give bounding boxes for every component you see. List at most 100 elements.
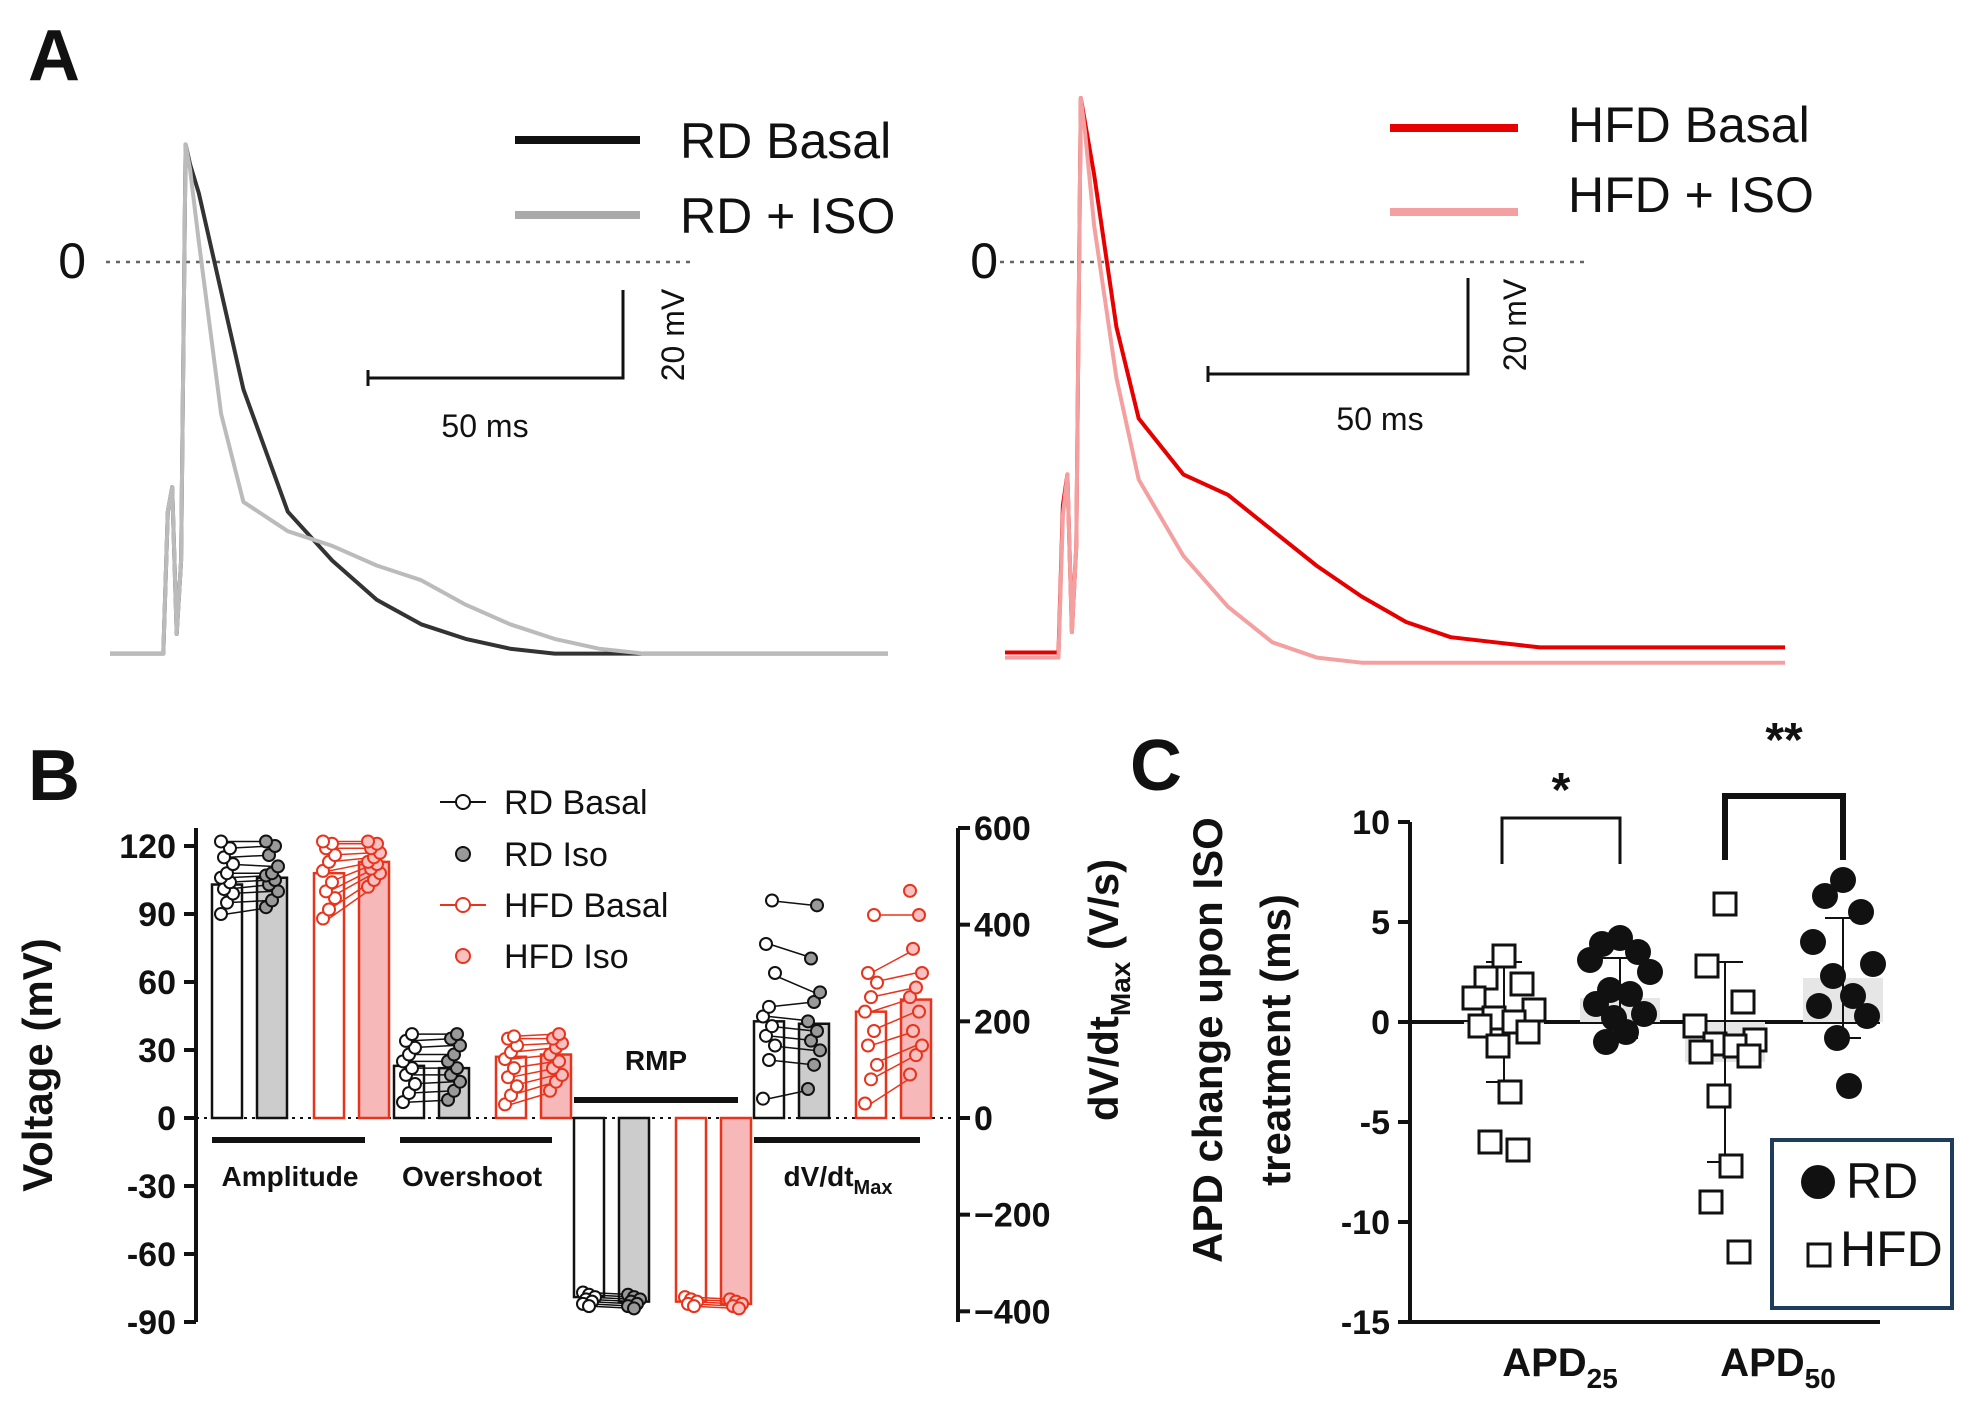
b-y-tick-label: 120 [119,828,176,866]
c-x-cat-apd50-sub: 50 [1805,1363,1836,1394]
c-point-hfd [1706,1083,1732,1109]
panel-a-right: 0 HFD Basal HFD + ISO 50 ms 20 mV [970,96,1814,665]
b-legend-label-rd-iso: RD Iso [504,836,608,874]
c-point-hfd [1730,989,1756,1015]
legend-label-hfd-basal: HFD Basal [1568,97,1810,153]
b-y2-label-sub: Max [1105,961,1136,1016]
c-point-rd [1836,1073,1862,1099]
c-y-axis-label-line2: treatment (ms) [1252,894,1299,1186]
b-point-overshoot-hfd_basal [507,1029,521,1044]
b-y2-tick-label: −200 [974,1197,1051,1235]
b-point-overshoot-rd_basal [408,1077,422,1091]
b-point-overshoot-rd_basal [405,1061,419,1076]
b-point-rmp-hfd_basal [687,1299,701,1314]
c-point-hfd [1485,1033,1511,1059]
b-point-amplitude-rd_basal [223,841,237,856]
b-point-dvdt-hfd_iso [903,883,917,898]
b-point-overshoot-hfd_iso [552,1054,566,1069]
b-point-dvdt-hfd_basal [861,1038,875,1053]
b-point-overshoot-rd_iso [450,1027,464,1042]
b-point-amplitude-hfd_basal [328,891,342,906]
c-point-rd [1583,991,1609,1017]
c-point-rd [1806,993,1832,1019]
c-x-category-apd50: APD50 [1720,1341,1836,1394]
b-point-amplitude-rd_iso [271,859,285,874]
trace-rd-basal [110,142,888,656]
b-point-overshoot-hfd_basal [507,1061,521,1076]
c-x-cat-apd25-main: APD [1502,1341,1586,1385]
b-point-rmp-rd_basal [582,1299,596,1314]
c-x-category-apd25: APD25 [1502,1341,1618,1394]
b-point-dvdt-hfd_iso [906,1024,920,1038]
c-point-hfd [1497,1079,1523,1105]
b-y2-tick-label: −400 [974,1293,1051,1331]
c-legend-marker-hfd [1806,1242,1832,1268]
c-point-hfd [1509,971,1535,997]
b-point-dvdt-rd_basal [768,966,782,980]
b-y-tick-label: 0 [157,1100,176,1138]
b-legend-label-hfd-basal: HFD Basal [504,887,668,925]
c-y-tick-label: -15 [1341,1304,1390,1342]
zero-label-left: 0 [58,233,86,289]
c-y-tick-label: -5 [1360,1104,1390,1142]
legend-label-rd-iso: RD + ISO [680,188,895,244]
b-point-overshoot-hfd_iso [552,1027,566,1042]
b-pair-line-dvdt [768,1059,815,1066]
b-y2-tick-label: 600 [974,810,1031,848]
c-point-hfd [1726,1239,1752,1265]
b-point-rmp-hfd_iso [732,1301,746,1316]
c-legend-label-rd: RD [1846,1153,1918,1209]
b-point-dvdt-rd_basal [756,1009,770,1024]
b-y2-tick-label: 200 [974,1003,1031,1041]
b-legend-label-rd-basal: RD Basal [504,784,648,822]
legend-label-rd-basal: RD Basal [680,113,891,169]
b-pair-line-dvdt [768,1001,815,1008]
b-point-dvdt-rd_basal [768,1038,782,1053]
b-point-dvdt-hfd_basal [861,966,875,980]
b-point-overshoot-rd_iso [450,1061,464,1076]
b-point-dvdt-hfd_iso [912,908,926,922]
c-point-hfd [1688,1039,1714,1065]
panel-a-left: 0 RD Basal RD + ISO 50 ms 20 mV [58,113,895,656]
c-y-tick-label: -10 [1341,1204,1390,1242]
b-point-dvdt-rd_basal [762,1053,776,1067]
b-point-dvdt-hfd_iso [903,990,917,1005]
c-point-rd [1577,947,1603,973]
traces-right [1005,96,1785,665]
legend-label-hfd-iso: HFD + ISO [1568,167,1814,223]
c-point-hfd [1712,891,1738,917]
c-point-rd [1820,963,1846,989]
b-point-dvdt-hfd_basal [864,990,878,1005]
b-bar-rmp-hfd_basal [674,1116,708,1303]
b-point-dvdt-hfd_basal [864,1072,878,1087]
b-y-tick-label: 60 [138,964,176,1002]
b-point-dvdt-rd_basal [762,999,776,1014]
panel-label-c: C [1130,726,1182,806]
b-y-tick-label: -90 [127,1304,176,1342]
b-point-dvdt-rd_iso [813,985,827,1000]
b-point-overshoot-rd_iso [453,1074,467,1089]
b-point-dvdt-rd_basal [759,937,773,951]
c-ticks: 10 5 0 -5 -10 -15 [1341,804,1410,1342]
b-point-amplitude-hfd_basal [316,834,330,849]
c-point-rd [1631,1001,1657,1027]
b-y2-tick-label: 400 [974,907,1031,945]
b-legend-marker-rd-basal [455,794,471,810]
b-point-dvdt-hfd_iso [906,941,920,956]
b-point-dvdt-hfd_iso [909,1048,923,1063]
b-legend-marker-hfd-iso [455,948,471,964]
b-y2-axis-label: dV/dtMax (V/s) [1080,859,1136,1121]
c-point-hfd [1515,1019,1541,1045]
b-bars [210,834,933,1316]
b-point-rmp-rd_iso [627,1301,641,1316]
c-point-rd [1613,1019,1639,1045]
panel-label-b: B [28,736,80,816]
c-point-hfd [1698,1189,1724,1215]
b-point-dvdt-hfd_iso [912,1004,926,1019]
c-point-rd [1840,983,1866,1009]
c-bracket-apd25 [1500,816,1622,864]
c-x-cat-apd50-main: APD [1720,1341,1804,1385]
panel-label-a: A [28,16,80,96]
c-point-rd [1848,899,1874,925]
b-legend-marker-hfd-basal [455,897,471,913]
